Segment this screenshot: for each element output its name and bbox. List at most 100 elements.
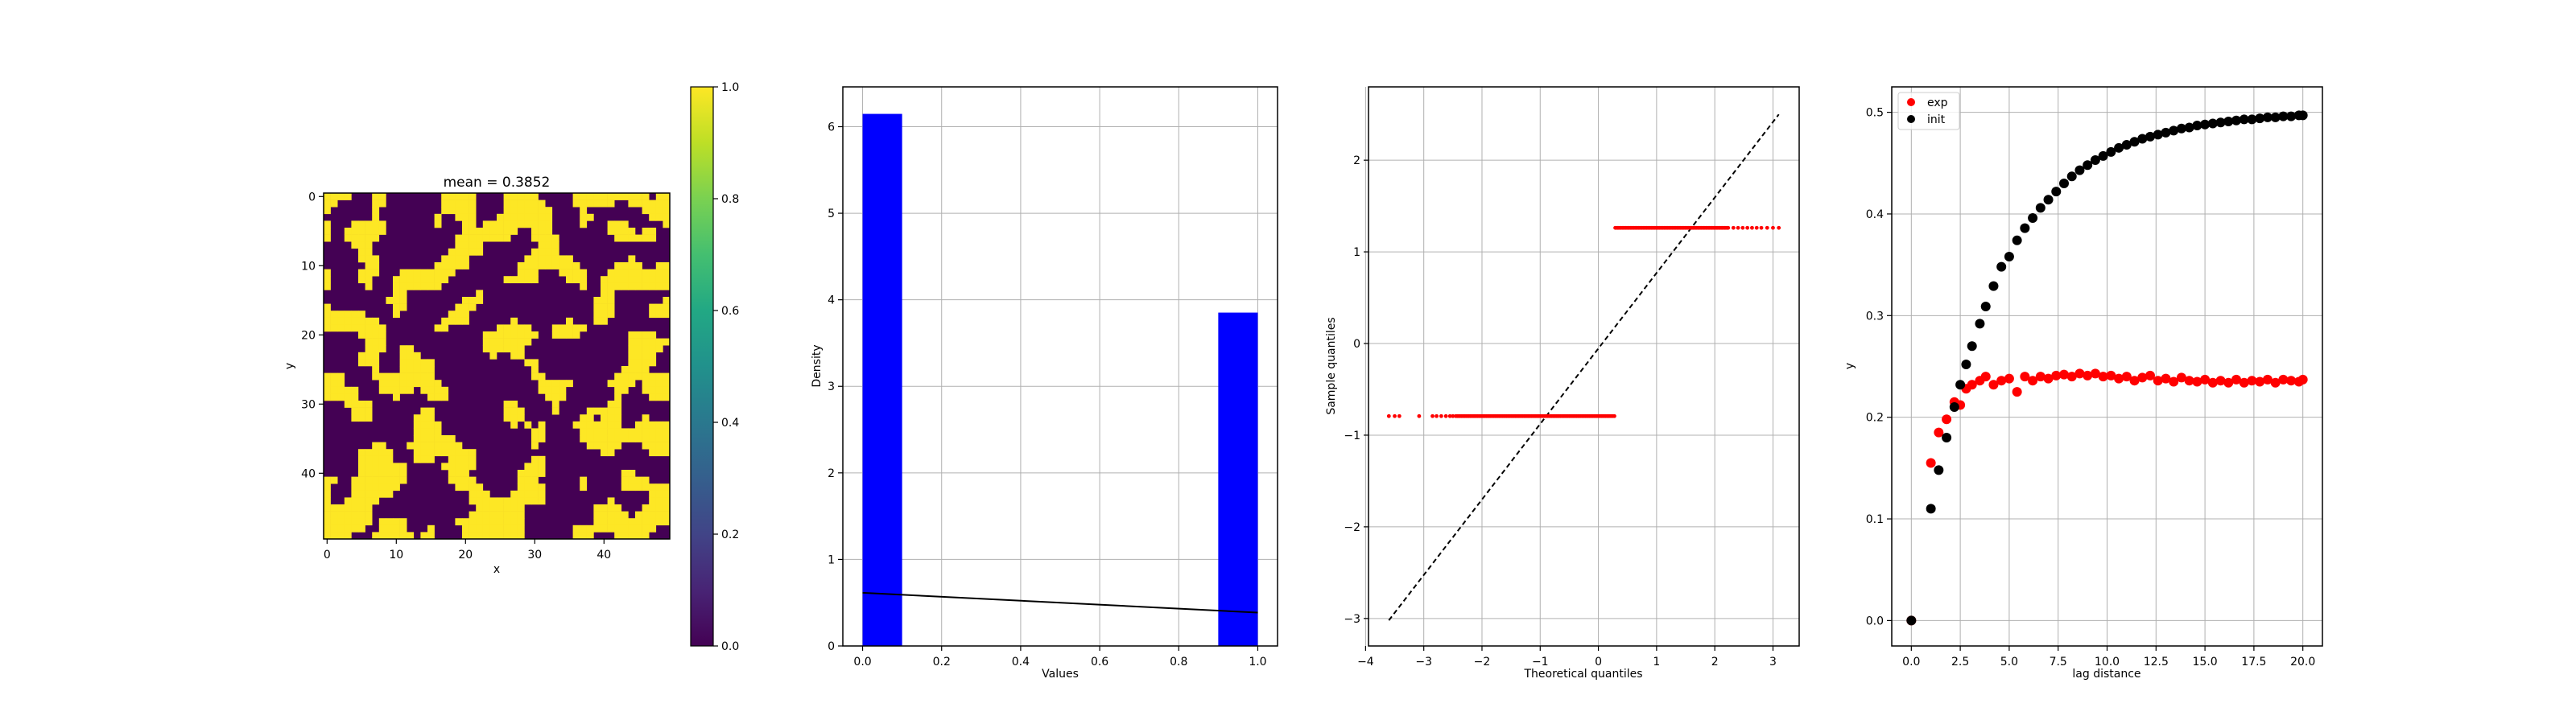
heatmap-cell (510, 524, 518, 533)
heatmap-cell (621, 366, 629, 373)
heatmap-cell (545, 213, 553, 221)
heatmap-cell (365, 220, 373, 228)
heatmap-cell (538, 255, 546, 263)
heatmap-cell (531, 331, 539, 339)
variogram-y-label: y (1843, 363, 1856, 369)
heatmap-cell (649, 311, 657, 319)
heatmap-cell (399, 532, 407, 540)
heatmap-cell (510, 324, 518, 332)
colorbar-tick-label: 0.6 (721, 305, 739, 318)
heatmap-cell (655, 428, 663, 436)
heatmap-cell (531, 435, 539, 442)
heatmap-cell (628, 352, 636, 360)
heatmap-cell (621, 511, 629, 519)
heatmap-cell (655, 497, 663, 505)
heatmap-cell (607, 497, 615, 505)
heatmap-cell (531, 234, 539, 242)
heatmap-cell (399, 380, 407, 388)
heatmap-cell (351, 393, 359, 401)
heatmap-cell (476, 490, 484, 498)
heatmap-cell (324, 386, 331, 394)
heatmap-cell (621, 262, 629, 269)
heatmap-cell (462, 213, 469, 221)
heatmap-cell (448, 200, 456, 208)
qq-point (1745, 225, 1750, 230)
variogram-point-exp (2035, 372, 2046, 382)
heatmap-cell (649, 449, 657, 457)
heatmap-cell (344, 504, 352, 512)
heatmap-cell (545, 241, 553, 249)
heatmap-cell (476, 290, 484, 298)
qq-x-tick-label: −3 (1415, 656, 1432, 668)
heatmap-cell (586, 213, 594, 221)
binary-field-panel: mean = 0.3852 0 10 20 30 40 0 10 20 30 40 x y (283, 175, 671, 576)
colorbar-ticks: 0.0 0.2 0.4 0.6 0.8 1.0 (713, 81, 739, 653)
heatmap-cell (427, 269, 435, 277)
heatmap-cell (628, 269, 636, 277)
heatmap-cell (489, 497, 497, 505)
heatmap-cell (358, 490, 365, 498)
qq-point (1731, 225, 1736, 230)
variogram-y-tick-label: 0.2 (1866, 412, 1884, 425)
variogram-point-init (2059, 179, 2069, 189)
heatmap-cell (324, 220, 331, 228)
variogram-legend: exp init (1897, 92, 1960, 130)
heatmap-cell (642, 331, 650, 339)
heatmap-cell (365, 455, 373, 463)
heatmap-cell (358, 401, 365, 408)
heatmap-cell (497, 511, 504, 519)
heatmap-cell (607, 428, 615, 436)
heatmap-cell (510, 345, 518, 353)
heatmap-cell (497, 504, 504, 512)
heatmap-cell (378, 324, 386, 332)
heatmap-cell (324, 532, 331, 540)
heatmap-y-tick-label: 30 (301, 398, 316, 411)
heatmap-cell (538, 490, 546, 498)
variogram-x-tick-label: 10.0 (2095, 656, 2120, 668)
heatmap-cell (593, 317, 601, 325)
heatmap-cell (601, 511, 608, 519)
heatmap-cell (642, 269, 650, 277)
heatmap-cell (469, 449, 477, 457)
heatmap-cell (601, 449, 608, 457)
heatmap-cell (378, 228, 386, 235)
heatmap-cell (531, 220, 539, 228)
variogram-x-tick-label: 20.0 (2290, 656, 2315, 668)
heatmap-cell (372, 193, 380, 200)
heatmap-cell (351, 317, 359, 325)
variogram-point-exp (2255, 376, 2265, 387)
heatmap-cell (607, 449, 615, 457)
heatmap-cell (462, 241, 469, 249)
heatmap-cell (372, 262, 380, 269)
heatmap-cell (517, 504, 525, 512)
heatmap-cell (427, 359, 435, 367)
heatmap-cell (524, 276, 532, 284)
heatmap-cell (399, 476, 407, 484)
heatmap-cell (572, 269, 580, 277)
heatmap-cell (434, 449, 442, 457)
heatmap-cell (649, 372, 657, 381)
variogram-point-init (2223, 116, 2234, 126)
heatmap-cell (538, 470, 546, 477)
variogram-x-tick-label: 0.0 (1902, 656, 1920, 668)
heatmap-cell (531, 276, 539, 284)
heatmap-cell (635, 262, 642, 269)
heatmap-cell (337, 386, 345, 394)
heatmap-cell (476, 524, 484, 533)
heatmap-cell (358, 463, 365, 471)
heatmap-cell (386, 524, 394, 533)
heatmap-cell (621, 476, 629, 484)
heatmap-cell (621, 234, 629, 242)
heatmap-cell (524, 490, 532, 498)
variogram-point-init (2153, 130, 2163, 140)
heatmap-cell (386, 386, 394, 394)
heatmap-cell (566, 255, 573, 263)
heatmap-cell (614, 380, 622, 388)
histogram-panel: 0.0 0.2 0.4 0.6 0.8 1.0 0 1 2 3 4 5 6 Values Densit… (811, 86, 1278, 681)
legend-marker-exp (1907, 98, 1915, 106)
legend-label-exp: exp (1927, 97, 1948, 109)
heatmap-cell (517, 269, 525, 277)
heatmap-cell (482, 490, 490, 498)
variogram-point-exp (2098, 372, 2108, 382)
heatmap-cell (365, 317, 373, 325)
